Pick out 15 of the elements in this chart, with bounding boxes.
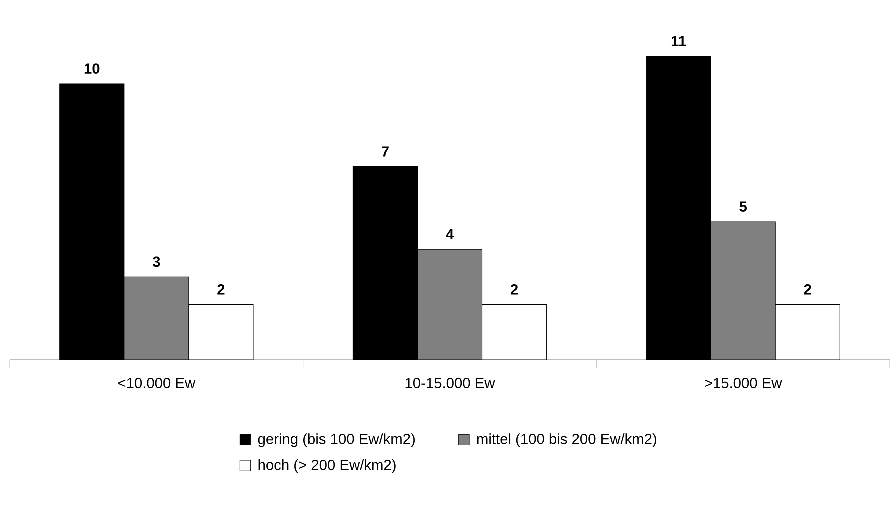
x-tick-label: >15.000 Ew xyxy=(705,378,782,388)
x-tick-label: 10-15.000 Ew xyxy=(406,378,496,388)
data-label: 4 xyxy=(446,229,454,240)
data-label: 2 xyxy=(510,284,518,295)
x-tick-label: <10.000 Ew xyxy=(118,378,196,388)
legend-label: gering (bis 100 Ew/km2) xyxy=(258,434,415,448)
data-label: 10 xyxy=(84,64,100,74)
data-label: 2 xyxy=(804,284,812,295)
data-label: 5 xyxy=(740,202,747,212)
data-label: 11 xyxy=(672,36,686,46)
data-label: 7 xyxy=(382,146,389,157)
data-label: 2 xyxy=(218,284,225,295)
legend-label: hoch (> 200 Ew/km2) xyxy=(258,460,396,474)
data-label: 3 xyxy=(152,256,160,268)
legend-label: mittel (100 bis 200 Ew/km2) xyxy=(477,434,656,448)
